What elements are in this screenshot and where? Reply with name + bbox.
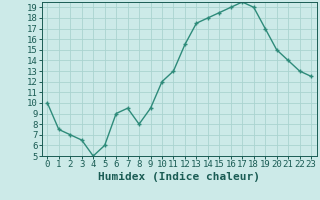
X-axis label: Humidex (Indice chaleur): Humidex (Indice chaleur) (98, 172, 260, 182)
